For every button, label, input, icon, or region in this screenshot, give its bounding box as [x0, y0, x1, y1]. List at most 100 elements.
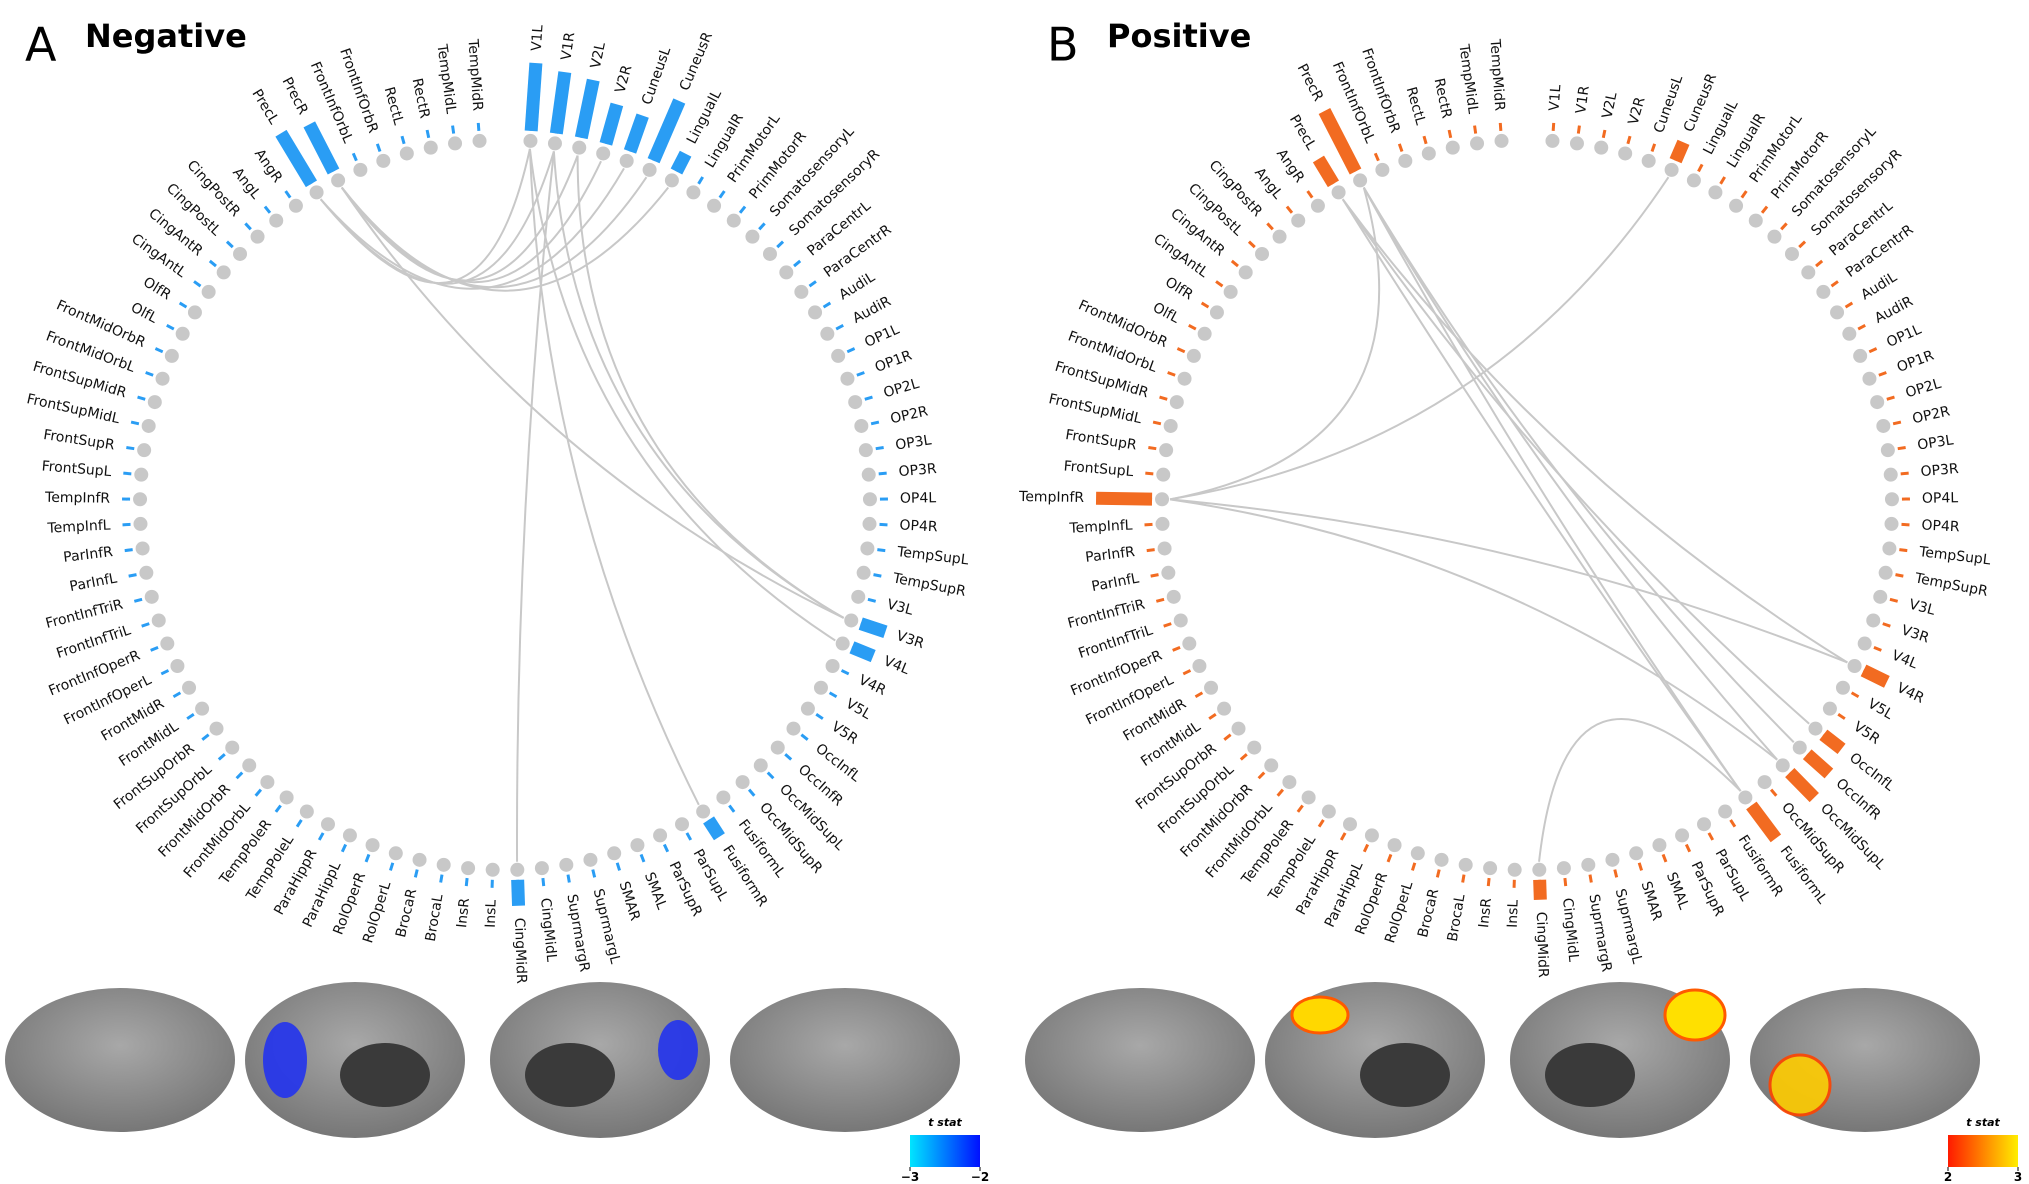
node-label: BrocaL — [423, 893, 447, 943]
node-label: SuprmargL — [1612, 887, 1646, 965]
edge — [1169, 176, 1670, 501]
node-dot — [144, 589, 159, 604]
node-tick — [186, 712, 195, 720]
node-label: ParInfR — [62, 544, 114, 566]
node-dot — [1775, 758, 1790, 773]
colorbar-label: t stat — [1966, 1116, 2000, 1129]
node-dot — [1847, 659, 1862, 674]
node-tick — [1172, 645, 1181, 652]
node-dot — [1884, 516, 1899, 531]
node-tick — [1339, 832, 1347, 841]
node-dot — [1708, 185, 1723, 200]
node-tick — [263, 205, 272, 214]
node-dot — [1353, 173, 1368, 188]
node-dot — [250, 229, 265, 244]
node-tick — [208, 259, 217, 268]
node-tick — [225, 240, 234, 249]
node-label: OlfR — [1162, 274, 1196, 303]
node-tick — [1626, 135, 1632, 145]
node-tick — [738, 205, 747, 214]
colorbar-tick-label: 3 — [2014, 1170, 2022, 1184]
node-tick — [1182, 669, 1192, 676]
node-tick — [1740, 190, 1748, 199]
node-dot — [831, 348, 846, 363]
node-tick — [1317, 819, 1325, 828]
node-tick — [425, 129, 431, 139]
node-tick — [1473, 125, 1478, 134]
node-dot — [485, 862, 500, 877]
node-dot — [216, 265, 231, 280]
node-label: OP4L — [1922, 490, 1959, 507]
node-dot — [1410, 846, 1425, 861]
node-tick — [172, 691, 182, 699]
node-dot — [808, 305, 823, 320]
node-tick — [464, 877, 469, 887]
node-tick — [1397, 143, 1404, 152]
node-dot — [716, 790, 731, 805]
node-label: OP1R — [1895, 348, 1937, 376]
node-tick — [178, 301, 188, 309]
node-label: OP4R — [1921, 517, 1960, 535]
node-label: TempInfL — [46, 517, 111, 536]
strength-bar — [1785, 767, 1819, 803]
edge — [1362, 186, 1795, 743]
node-dot — [510, 862, 525, 877]
node-label: PrecR — [279, 75, 311, 118]
strength-bar — [849, 641, 876, 663]
node-tick — [685, 832, 693, 841]
node-label: RolOperL — [360, 879, 394, 945]
node-label: InsL — [1505, 899, 1522, 928]
node-tick — [1882, 622, 1891, 628]
node-tick — [718, 190, 726, 199]
node-tick — [1684, 843, 1692, 853]
node-dot — [1310, 198, 1325, 213]
node-tick — [154, 347, 164, 354]
node-tick — [1194, 691, 1204, 699]
node-label: TempMidR — [1486, 38, 1507, 112]
strength-bar — [524, 62, 543, 132]
node-dot — [1331, 185, 1346, 200]
colorbar — [910, 1135, 980, 1167]
node-dot — [141, 418, 156, 433]
node-label: TempSupL — [1917, 544, 1991, 569]
node-dot — [1192, 659, 1207, 674]
node-tick — [1868, 347, 1878, 354]
node-tick — [1386, 853, 1393, 863]
node-label: TempSupR — [1913, 570, 1990, 600]
node-tick — [439, 874, 444, 883]
node-tick — [340, 843, 348, 853]
node-dot — [848, 395, 863, 410]
node-tick — [835, 323, 844, 331]
node-tick — [1650, 143, 1657, 152]
edge — [340, 186, 670, 292]
node-tick — [1223, 733, 1232, 741]
colorbar-tick-label: −2 — [971, 1170, 989, 1184]
node-dot — [735, 775, 750, 790]
node-tick — [1247, 240, 1256, 249]
node-label: V4L — [1889, 648, 1920, 673]
strength-bar — [1802, 749, 1834, 779]
node-dot — [1247, 740, 1262, 755]
strength-bar — [858, 617, 888, 639]
node-dot — [1387, 838, 1402, 853]
node-dot — [1209, 305, 1224, 320]
node-label: CingMidL — [1559, 897, 1581, 963]
node-dot — [858, 443, 873, 458]
node-tick — [295, 819, 303, 828]
node-dot — [170, 659, 185, 674]
node-tick — [1296, 804, 1304, 813]
edge — [340, 176, 648, 289]
node-tick — [351, 152, 358, 162]
node-dot — [1664, 162, 1679, 177]
node-tick — [1588, 874, 1593, 883]
edge — [528, 148, 700, 806]
node-dot — [1545, 133, 1560, 148]
node-dot — [1884, 492, 1899, 507]
node-dot — [862, 516, 877, 531]
node-dot — [1686, 173, 1701, 188]
edge — [1538, 718, 1742, 862]
node-dot — [1697, 817, 1712, 832]
panel-letter: B — [1047, 18, 1079, 72]
node-dot — [160, 636, 175, 651]
